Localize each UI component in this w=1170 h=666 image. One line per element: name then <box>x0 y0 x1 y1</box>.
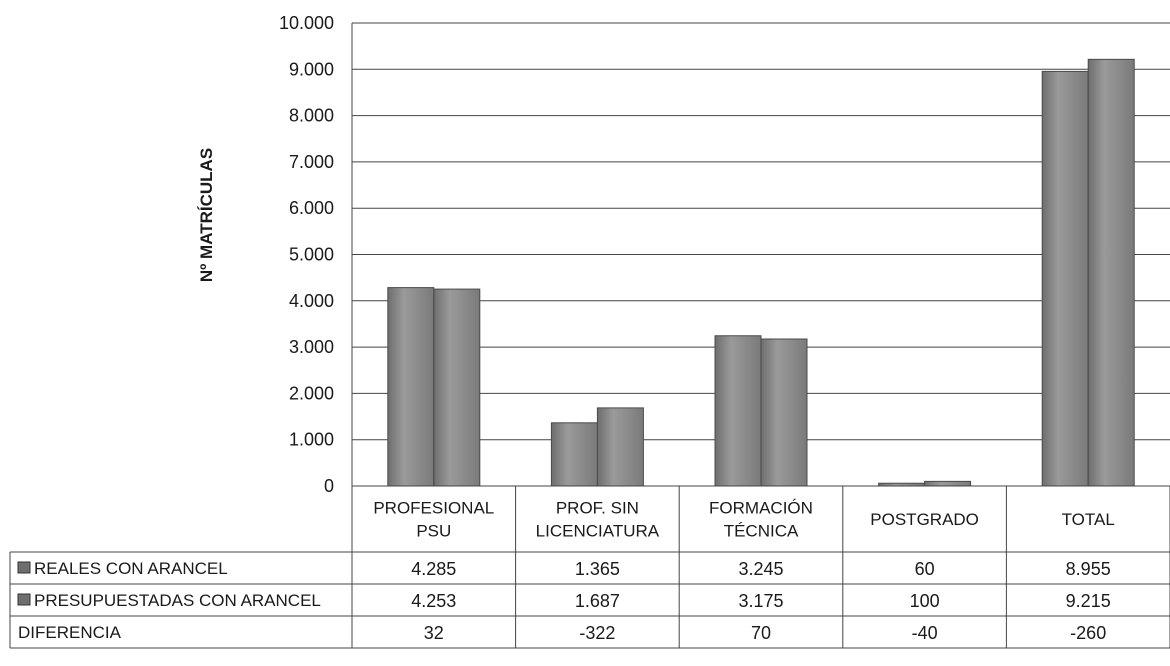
y-tick-label: 10.000 <box>279 13 334 33</box>
data-label: 9.215 <box>1066 591 1111 611</box>
table-row-label: REALES CON ARANCEL <box>34 559 228 578</box>
y-tick-label: 7.000 <box>289 152 334 172</box>
x-tick-label: FORMACIÓN <box>709 499 813 518</box>
x-tick-label: PROFESIONAL <box>373 499 494 518</box>
table-row-label: DIFERENCIA <box>18 623 122 642</box>
data-label: 100 <box>910 591 940 611</box>
table-row-label: PRESUPUESTADAS CON ARANCEL <box>34 591 321 610</box>
y-tick-label: 0 <box>324 476 334 496</box>
bar <box>714 335 762 487</box>
y-tick-label: 3.000 <box>289 337 334 357</box>
x-tick-label: PROF. SIN <box>556 499 639 518</box>
data-label: 4.253 <box>411 591 456 611</box>
x-tick-label: TÉCNICA <box>724 522 799 541</box>
x-tick-label: POSTGRADO <box>870 510 979 529</box>
x-tick-label: LICENCIATURA <box>536 522 660 541</box>
data-label: 60 <box>915 559 935 579</box>
legend-swatch <box>17 561 31 574</box>
bar <box>760 338 808 487</box>
bar <box>387 287 435 487</box>
bar <box>1087 58 1135 487</box>
data-label: 1.365 <box>575 559 620 579</box>
y-tick-label: 4.000 <box>289 291 334 311</box>
bar <box>596 407 644 487</box>
data-label: 8.955 <box>1066 559 1111 579</box>
data-label: 1.687 <box>575 591 620 611</box>
y-tick-label: 2.000 <box>289 383 334 403</box>
data-label: 3.245 <box>738 559 783 579</box>
data-label: 32 <box>424 623 444 643</box>
y-tick-label: 9.000 <box>289 59 334 79</box>
data-label: -260 <box>1070 623 1106 643</box>
bar <box>924 480 972 487</box>
bar <box>550 422 598 487</box>
y-tick-label: 5.000 <box>289 245 334 265</box>
data-label: 3.175 <box>738 591 783 611</box>
x-tick-label: PSU <box>416 522 451 541</box>
x-tick-label: TOTAL <box>1062 510 1115 529</box>
y-axis-label: Nº MATRÍCULAS <box>197 148 216 282</box>
data-label: 70 <box>751 623 771 643</box>
data-label: 4.285 <box>411 559 456 579</box>
data-label: -322 <box>579 623 615 643</box>
y-tick-label: 8.000 <box>289 106 334 126</box>
legend-swatch <box>17 593 31 606</box>
data-label: -40 <box>912 623 938 643</box>
bar <box>1041 70 1089 487</box>
y-tick-label: 1.000 <box>289 430 334 450</box>
bar <box>433 288 481 487</box>
y-tick-label: 6.000 <box>289 198 334 218</box>
